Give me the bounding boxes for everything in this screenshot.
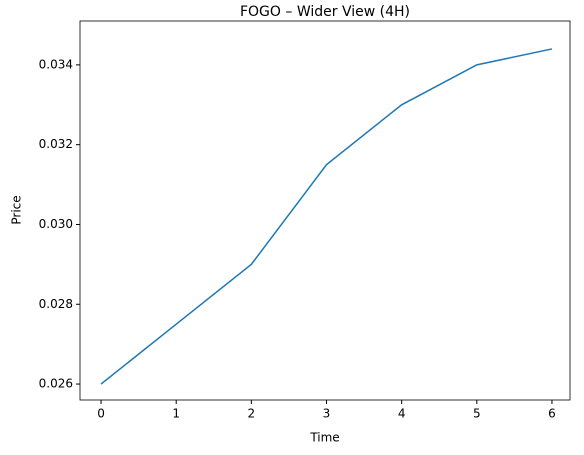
y-tick-label: 0.034 [39,57,73,71]
x-tick-label: 2 [248,407,256,421]
y-axis-label: Price [10,195,24,224]
x-tick-label: 1 [172,407,180,421]
x-tick-label: 5 [473,407,481,421]
y-tick-label: 0.032 [39,137,73,151]
chart-title: FOGO – Wider View (4H) [240,4,410,20]
x-tick-label: 3 [323,407,331,421]
y-tick-label: 0.030 [39,217,73,231]
x-tick-label: 0 [97,407,105,421]
y-tick-label: 0.028 [39,297,73,311]
plot-frame [79,20,571,401]
x-tick-label: 4 [398,407,406,421]
x-axis-label: Time [309,431,339,445]
x-tick-label: 6 [548,407,556,421]
line-series [100,48,553,385]
y-tick-label: 0.026 [39,377,73,391]
